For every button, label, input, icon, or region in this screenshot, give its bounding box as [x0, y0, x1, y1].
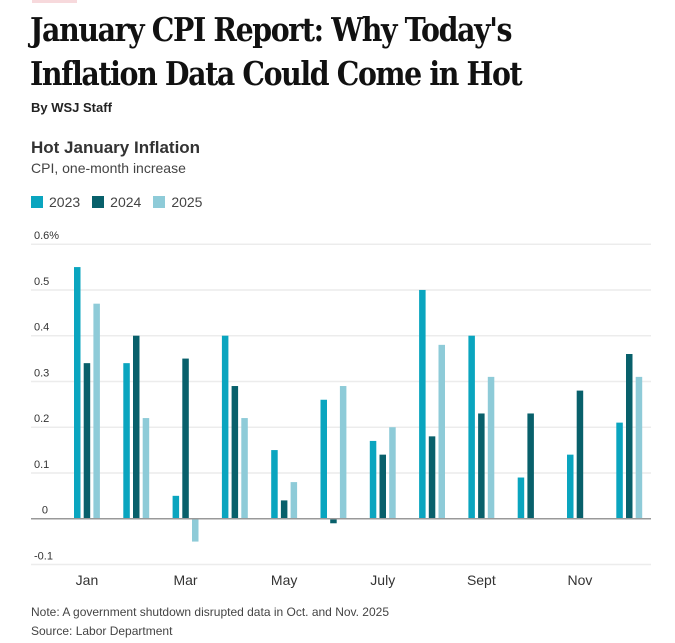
chart-title: Hot January Inflation [31, 138, 201, 157]
chart-legend: 2023 2024 2025 [31, 194, 202, 210]
bar-2023-may [271, 450, 278, 519]
bar-2025-mar [192, 518, 199, 542]
bar-2025-aug [438, 344, 445, 519]
article-headline: January CPI Report: Why Today's Inflatio… [30, 10, 523, 93]
legend-item-2024: 2024 [92, 194, 141, 210]
bar-2024-dec [626, 354, 633, 519]
bar-2024-oct [527, 413, 534, 519]
legend-swatch-2023 [31, 196, 43, 208]
bar-2023-aug [419, 289, 426, 519]
x-tick-label: Mar [173, 572, 197, 588]
bar-2024-aug [428, 436, 436, 519]
y-tick-label: 0.2 [34, 413, 49, 425]
bar-2023-oct [517, 477, 525, 519]
legend-label-2023: 2023 [49, 194, 81, 210]
bar-2025-dec [635, 376, 643, 519]
chart-source: Source: Labor Department [31, 624, 173, 638]
bar-2023-jul [369, 440, 377, 519]
bar-chart: 0.6% 0.5 0.4 0.3 0.2 0.1 0 -0.1 Jan Mar May July Sep… [31, 230, 651, 588]
y-tick-label: 0.3 [34, 367, 49, 379]
bar-2024-apr [231, 386, 239, 519]
bar-2023-mar [172, 495, 180, 519]
bar-2023-jan [74, 267, 81, 519]
bar-2024-feb [133, 335, 140, 519]
chart-note: Note: A government shutdown disrupted da… [31, 605, 390, 619]
y-tick-label: 0 [42, 505, 48, 517]
bar-2023-apr [221, 335, 229, 519]
bar-2023-sep [468, 335, 475, 519]
bar-2023-nov [567, 454, 574, 519]
y-tick-label: 0.4 [34, 322, 49, 334]
chart-subtitle: CPI, one-month increase [31, 160, 186, 176]
bar-2023-dec [616, 422, 623, 519]
legend-swatch-2025 [153, 196, 166, 208]
bar-2024-jul [379, 454, 386, 519]
y-tick-label: 0.1 [34, 459, 49, 471]
y-tick-label: 0.6% [34, 230, 59, 242]
y-tick-label: 0.5 [34, 276, 49, 288]
x-tick-label: July [370, 572, 395, 588]
x-tick-label: Nov [567, 572, 592, 588]
bar-2024-may [280, 500, 288, 519]
legend-item-2023: 2023 [31, 194, 80, 210]
legend-label-2025: 2025 [171, 194, 203, 210]
y-tick-label: -0.1 [34, 550, 53, 562]
bar-2023-feb [123, 363, 130, 519]
bar-2025-apr [241, 418, 248, 519]
byline[interactable]: By WSJ Staff [31, 100, 112, 115]
bar-2025-jan [93, 303, 100, 519]
bar-2024-sep [478, 413, 485, 519]
bar-2024-jan [83, 363, 91, 519]
bar-2024-mar [182, 358, 189, 519]
bar-2024-jun [330, 518, 337, 524]
section-flag-bar [32, 0, 77, 3]
bar-2025-feb [142, 418, 150, 519]
x-tick-label: May [271, 572, 297, 588]
legend-item-2025: 2025 [153, 194, 202, 210]
bar-2023-jun [320, 399, 327, 519]
bar-2025-jun [339, 386, 347, 519]
bar-2025-sep [487, 376, 495, 519]
x-tick-label: Sept [467, 572, 496, 588]
chart-footer: Note: A government shutdown disrupted da… [31, 603, 389, 641]
legend-swatch-2024 [92, 196, 105, 208]
bar-2025-may [290, 482, 298, 519]
legend-label-2024: 2024 [110, 194, 142, 210]
bar-2025-jul [389, 427, 396, 519]
x-tick-label: Jan [76, 572, 99, 588]
bar-2024-nov [576, 390, 584, 519]
